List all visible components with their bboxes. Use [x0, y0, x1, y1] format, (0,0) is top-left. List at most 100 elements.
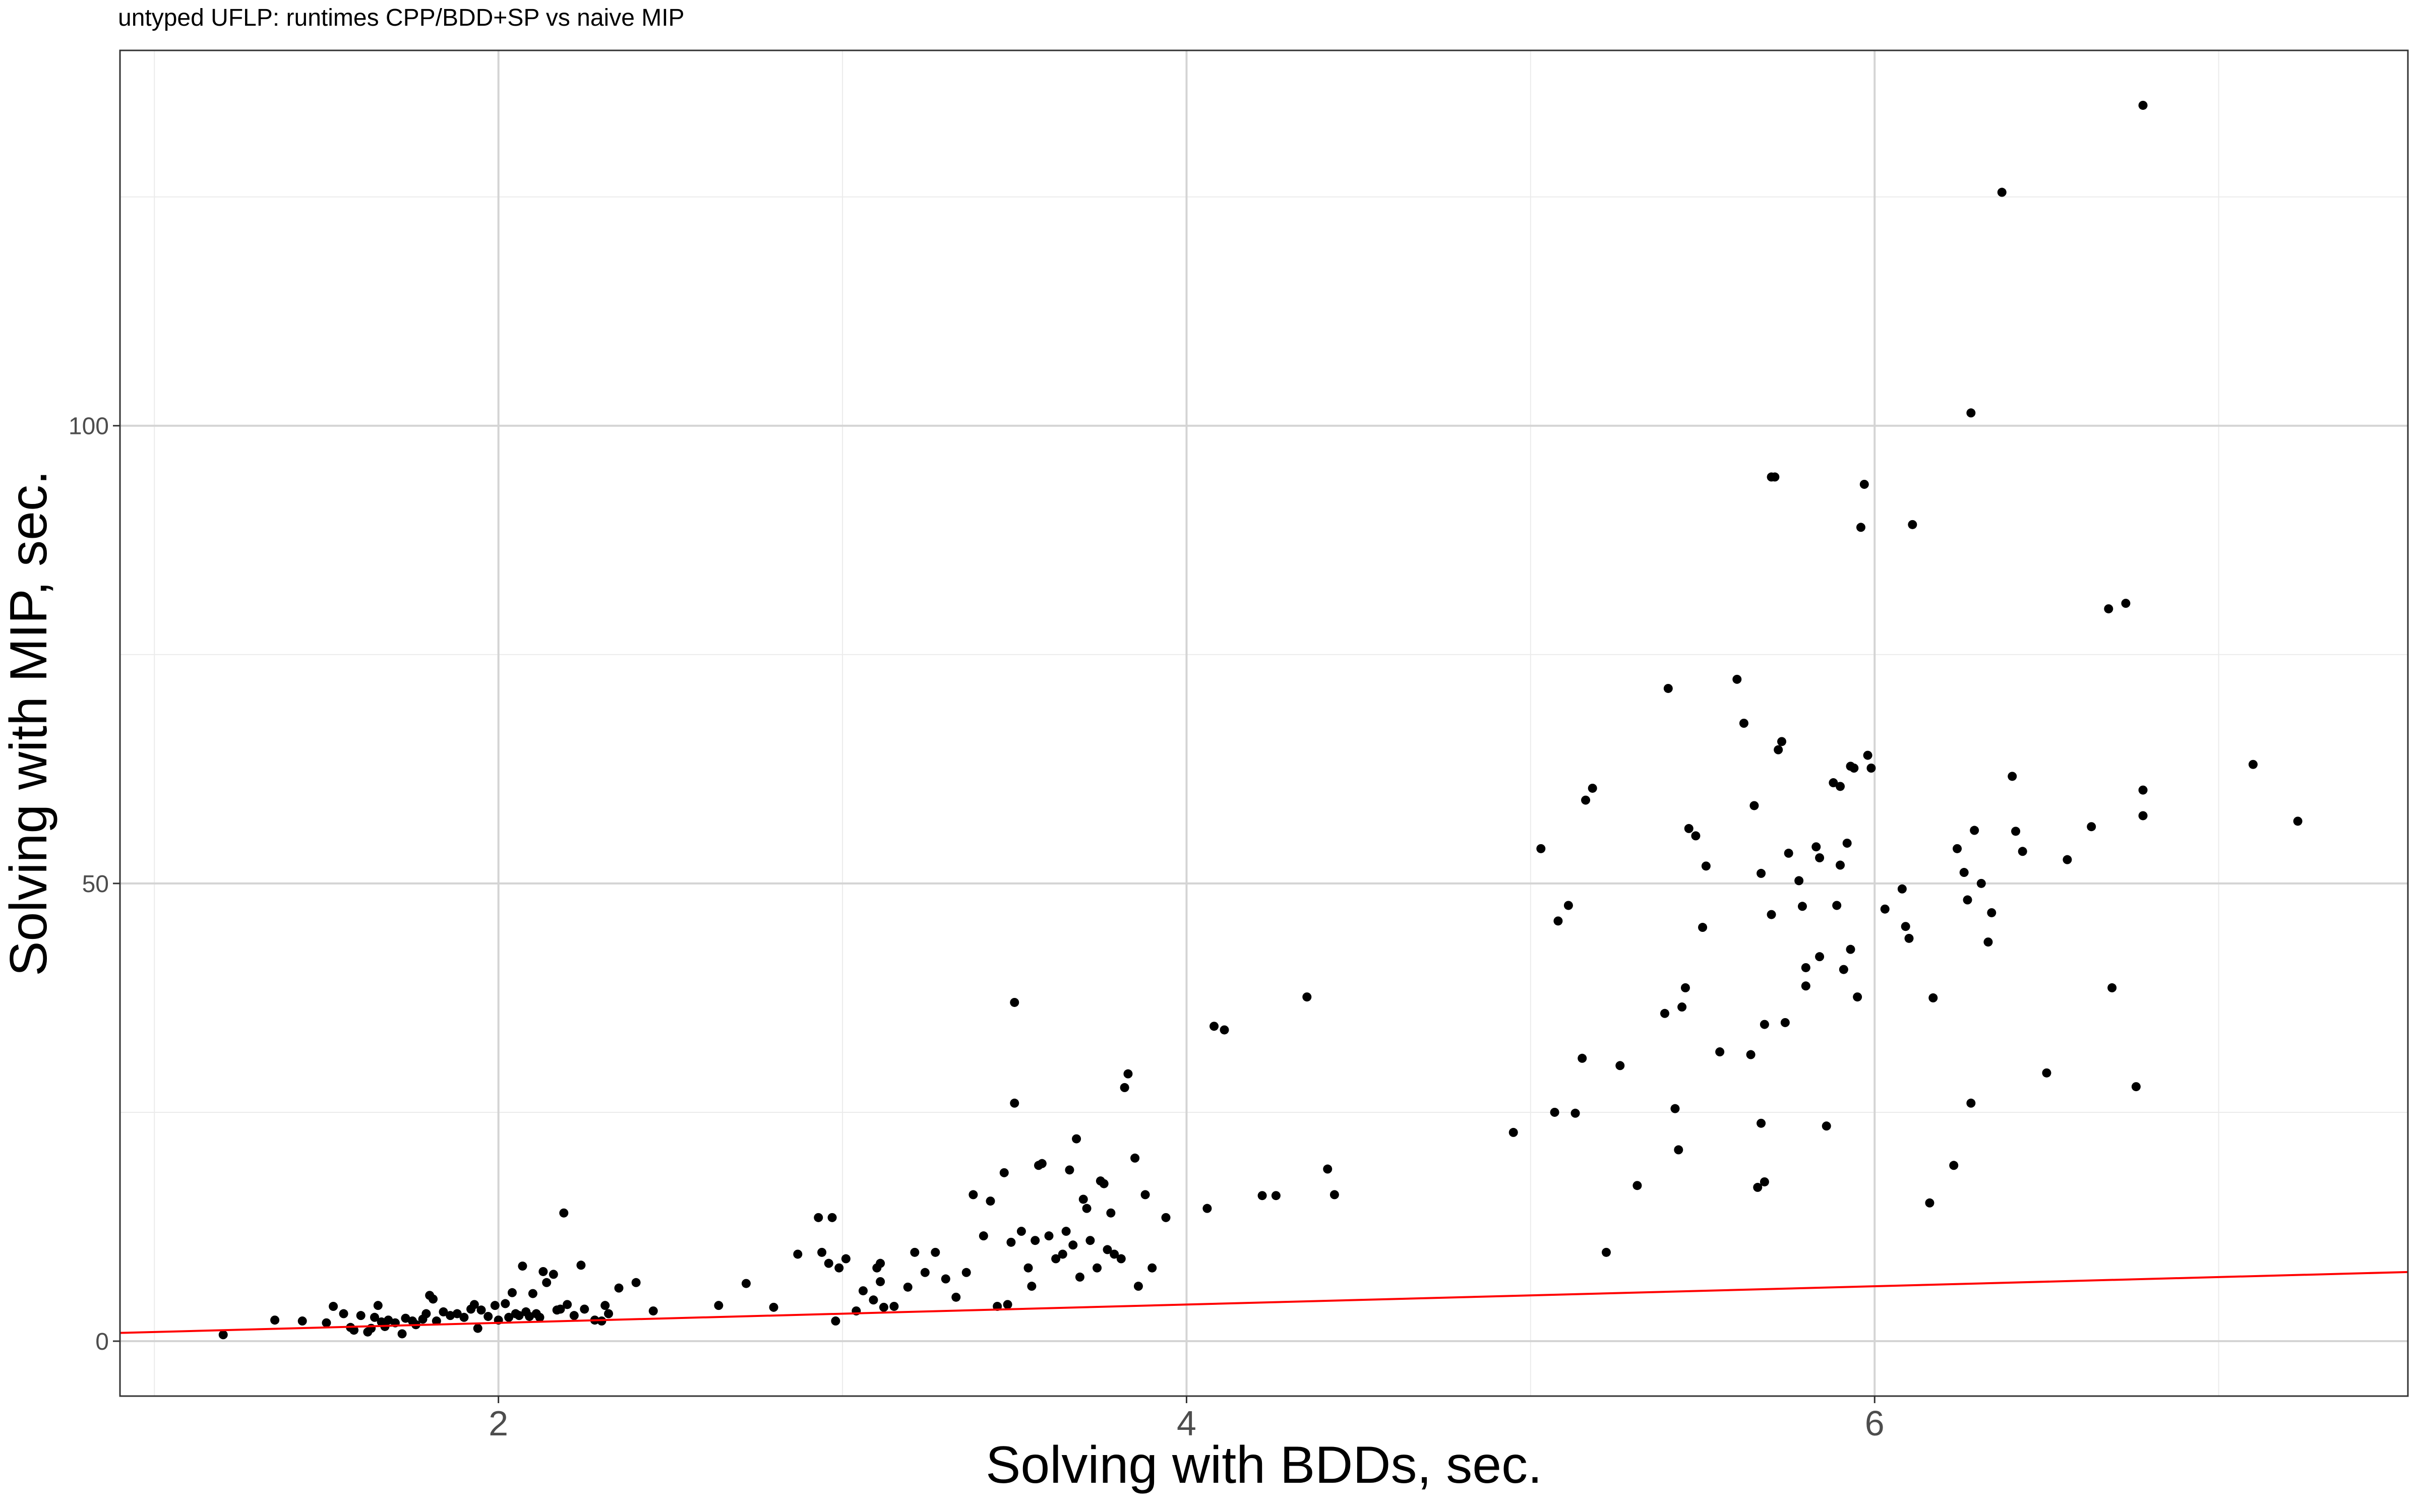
data-point [2042, 1068, 2051, 1078]
x-tick-label: 2 [489, 1404, 508, 1443]
data-point [979, 1231, 988, 1241]
data-point [1677, 1002, 1687, 1012]
data-point [1581, 795, 1591, 805]
data-point [1085, 1236, 1095, 1245]
data-point [349, 1326, 359, 1335]
data-point [1123, 1069, 1133, 1079]
data-point [2248, 760, 2258, 769]
data-point [528, 1289, 537, 1298]
data-point [1904, 933, 1914, 943]
data-point [986, 1196, 995, 1206]
data-point [869, 1295, 878, 1305]
data-point [421, 1309, 431, 1318]
data-point [580, 1304, 589, 1314]
data-point [2293, 816, 2303, 826]
data-point [356, 1311, 366, 1320]
data-point [1757, 868, 1766, 878]
data-point [1987, 908, 1996, 917]
data-point [2131, 1082, 2141, 1092]
data-point [834, 1263, 844, 1273]
data-point [999, 1168, 1009, 1177]
data-point [931, 1247, 940, 1257]
data-point [1329, 1190, 1339, 1200]
data-point [1959, 868, 1969, 877]
data-point [1966, 408, 1976, 418]
data-point [1963, 895, 1972, 905]
data-point [1031, 1236, 1040, 1245]
data-point [1010, 997, 1019, 1007]
data-point [1082, 1204, 1092, 1213]
data-point [569, 1311, 579, 1320]
data-point [714, 1301, 723, 1310]
data-point [1715, 1047, 1725, 1057]
data-point [1065, 1165, 1074, 1175]
data-point [322, 1318, 331, 1328]
data-point [1563, 901, 1573, 910]
data-point [2121, 599, 2131, 608]
data-point [1832, 901, 1842, 910]
data-point [2087, 822, 2096, 832]
data-point [1780, 1018, 1790, 1027]
data-point [397, 1329, 407, 1339]
chart-title: untyped UFLP: runtimes CPP/BDD+SP vs nai… [118, 5, 685, 31]
plot-panel-border [119, 49, 2409, 1397]
data-point [1794, 876, 1804, 886]
data-point [648, 1306, 658, 1316]
data-point [1202, 1204, 1212, 1213]
y-axis-ticks: 0 50 100 [69, 413, 120, 1355]
data-point [1684, 824, 1693, 833]
y-axis-label: Solving with MIP, sec. [0, 470, 58, 976]
data-point [831, 1316, 840, 1326]
data-point [401, 1313, 410, 1323]
data-point [1023, 1263, 1033, 1273]
data-point [1749, 801, 1759, 810]
x-tick-label: 4 [1177, 1404, 1196, 1443]
data-point [1550, 1107, 1559, 1117]
data-point [793, 1249, 803, 1259]
data-point [1271, 1191, 1281, 1201]
data-point [1061, 1227, 1071, 1236]
data-point [1767, 472, 1776, 482]
data-point [1027, 1282, 1037, 1291]
data-point [1698, 923, 1708, 932]
data-point [1099, 1179, 1109, 1188]
data-point [889, 1302, 899, 1311]
data-point [1839, 965, 1848, 974]
data-point [1302, 992, 1312, 1002]
y-tick-label: 50 [82, 871, 109, 898]
data-point [1068, 1240, 1078, 1250]
data-point [1570, 1108, 1580, 1118]
data-point [1588, 783, 1597, 793]
data-point [1836, 860, 1845, 870]
data-point [1615, 1061, 1625, 1070]
data-point [576, 1261, 586, 1270]
data-point [2104, 604, 2113, 613]
data-point [2008, 772, 2017, 781]
data-point [604, 1309, 614, 1318]
data-point [910, 1247, 920, 1257]
data-point [1856, 523, 1865, 532]
data-point [1601, 1247, 1611, 1257]
data-point [2138, 100, 2148, 110]
data-point [1880, 904, 1890, 914]
data-point [1777, 737, 1787, 746]
data-points [218, 100, 2303, 1340]
data-point [1797, 902, 1807, 911]
data-point [432, 1316, 441, 1326]
data-point [2063, 855, 2072, 864]
data-point [941, 1274, 950, 1284]
x-axis-label: Solving with BDDs, sec. [986, 1436, 1542, 1494]
data-point [373, 1301, 383, 1310]
reference-line-group [119, 1271, 2408, 1334]
data-point [1072, 1134, 1081, 1144]
data-point [1701, 861, 1711, 871]
data-point [1757, 1118, 1766, 1128]
data-point [1866, 764, 1876, 773]
data-point [563, 1300, 572, 1309]
data-point [1663, 683, 1673, 693]
data-point [827, 1213, 837, 1222]
data-point [841, 1254, 851, 1264]
data-point [2011, 827, 2021, 836]
data-point [1953, 844, 1962, 853]
